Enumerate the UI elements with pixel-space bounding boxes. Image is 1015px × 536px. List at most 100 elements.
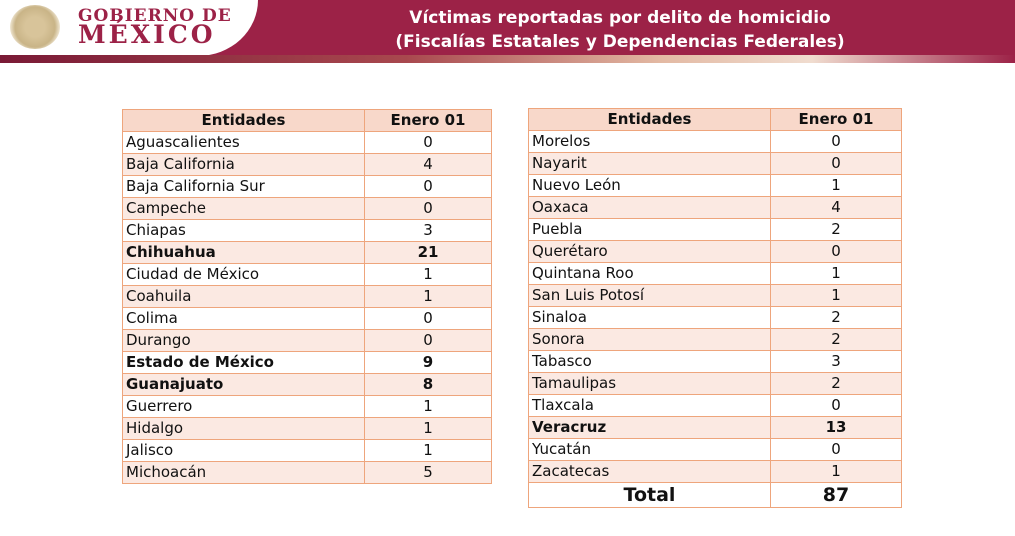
table-row: Michoacán 5 <box>122 461 492 484</box>
table-row: Chihuahua 21 <box>122 241 492 264</box>
table-row: Nuevo León 1 <box>528 174 902 197</box>
total-row: Total 87 <box>528 482 902 508</box>
column-header-date: Enero 01 <box>364 109 492 132</box>
entity-name: San Luis Potosí <box>528 284 771 307</box>
entity-name: Puebla <box>528 218 771 241</box>
title-line1: Víctimas reportadas por delito de homici… <box>409 8 831 28</box>
entity-name: Veracruz <box>528 416 771 439</box>
table-row: Sonora 2 <box>528 328 902 351</box>
table-row: Jalisco 1 <box>122 439 492 462</box>
victim-count: 13 <box>770 416 902 439</box>
table-row: Veracruz 13 <box>528 416 902 439</box>
entity-name: Yucatán <box>528 438 771 461</box>
column-header-entity: Entidades <box>122 109 365 132</box>
victim-count: 1 <box>770 460 902 483</box>
table-row: Baja California Sur 0 <box>122 175 492 198</box>
left-table: Entidades Enero 01 Aguascalientes 0 Baja C… <box>122 109 492 484</box>
entity-name: Tabasco <box>528 350 771 373</box>
table-row: Tlaxcala 0 <box>528 394 902 417</box>
victim-count: 0 <box>770 130 902 153</box>
table-row: Campeche 0 <box>122 197 492 220</box>
entity-name: Estado de México <box>122 351 365 374</box>
victim-count: 5 <box>364 461 492 484</box>
table-row: Ciudad de México 1 <box>122 263 492 286</box>
entity-name: Campeche <box>122 197 365 220</box>
victim-count: 1 <box>770 284 902 307</box>
victim-count: 2 <box>770 328 902 351</box>
table-row: Yucatán 0 <box>528 438 902 461</box>
entity-name: Hidalgo <box>122 417 365 440</box>
entity-name: Guanajuato <box>122 373 365 396</box>
victim-count: 1 <box>364 439 492 462</box>
column-header-date: Enero 01 <box>770 108 902 131</box>
entity-name: Colima <box>122 307 365 330</box>
victim-count: 0 <box>364 197 492 220</box>
victim-count: 1 <box>364 285 492 308</box>
entity-name: Baja California Sur <box>122 175 365 198</box>
table-row: Morelos 0 <box>528 130 902 153</box>
victim-count: 0 <box>364 307 492 330</box>
victim-count: 9 <box>364 351 492 374</box>
entity-name: Chihuahua <box>122 241 365 264</box>
table-row: San Luis Potosí 1 <box>528 284 902 307</box>
right-table: Entidades Enero 01 Morelos 0 Nayarit 0 Nuevo… <box>528 108 902 508</box>
table-row: Oaxaca 4 <box>528 196 902 219</box>
victim-count: 1 <box>770 262 902 285</box>
victim-count: 1 <box>364 395 492 418</box>
table-row: Quintana Roo 1 <box>528 262 902 285</box>
entity-name: Coahuila <box>122 285 365 308</box>
table-row: Zacatecas 1 <box>528 460 902 483</box>
entity-name: Tamaulipas <box>528 372 771 395</box>
table-row: Durango 0 <box>122 329 492 352</box>
entity-name: Zacatecas <box>528 460 771 483</box>
logo-text-line1: GOBIERNO DE <box>78 6 232 26</box>
page-title: Víctimas reportadas por delito de homici… <box>330 6 910 54</box>
victim-count: 0 <box>364 329 492 352</box>
victim-count: 4 <box>364 153 492 176</box>
entity-name: Querétaro <box>528 240 771 263</box>
entity-name: Nayarit <box>528 152 771 175</box>
title-line2: (Fiscalías Estatales y Dependencias Fede… <box>395 32 845 52</box>
entity-name: Jalisco <box>122 439 365 462</box>
entity-name: Nuevo León <box>528 174 771 197</box>
victim-count: 1 <box>364 263 492 286</box>
logo-text-line2: MÉXICO <box>78 20 216 49</box>
victim-count: 1 <box>364 417 492 440</box>
table-row: Tamaulipas 2 <box>528 372 902 395</box>
national-seal-icon <box>10 5 60 49</box>
table-row: Nayarit 0 <box>528 152 902 175</box>
entity-name: Baja California <box>122 153 365 176</box>
table-row: Sinaloa 2 <box>528 306 902 329</box>
victim-count: 4 <box>770 196 902 219</box>
victim-count: 2 <box>770 218 902 241</box>
entity-name: Ciudad de México <box>122 263 365 286</box>
table-row: Hidalgo 1 <box>122 417 492 440</box>
entity-name: Chiapas <box>122 219 365 242</box>
victim-count: 3 <box>770 350 902 373</box>
victim-count: 0 <box>770 152 902 175</box>
entity-name: Sonora <box>528 328 771 351</box>
table-row: Baja California 4 <box>122 153 492 176</box>
entity-name: Aguascalientes <box>122 131 365 154</box>
total-value: 87 <box>770 482 902 508</box>
victim-count: 0 <box>364 131 492 154</box>
entity-name: Morelos <box>528 130 771 153</box>
victim-count: 0 <box>770 438 902 461</box>
decorative-bar <box>0 55 1015 63</box>
victim-count: 2 <box>770 372 902 395</box>
column-header-entity: Entidades <box>528 108 771 131</box>
table-row: Guanajuato 8 <box>122 373 492 396</box>
entity-name: Durango <box>122 329 365 352</box>
table-row: Puebla 2 <box>528 218 902 241</box>
table-row: Guerrero 1 <box>122 395 492 418</box>
entity-name: Quintana Roo <box>528 262 771 285</box>
victim-count: 3 <box>364 219 492 242</box>
table-row: Colima 0 <box>122 307 492 330</box>
table-row: Coahuila 1 <box>122 285 492 308</box>
table-row: Chiapas 3 <box>122 219 492 242</box>
victim-count: 0 <box>770 394 902 417</box>
table-row: Estado de México 9 <box>122 351 492 374</box>
victim-count: 2 <box>770 306 902 329</box>
entity-name: Tlaxcala <box>528 394 771 417</box>
table-row: Aguascalientes 0 <box>122 131 492 154</box>
